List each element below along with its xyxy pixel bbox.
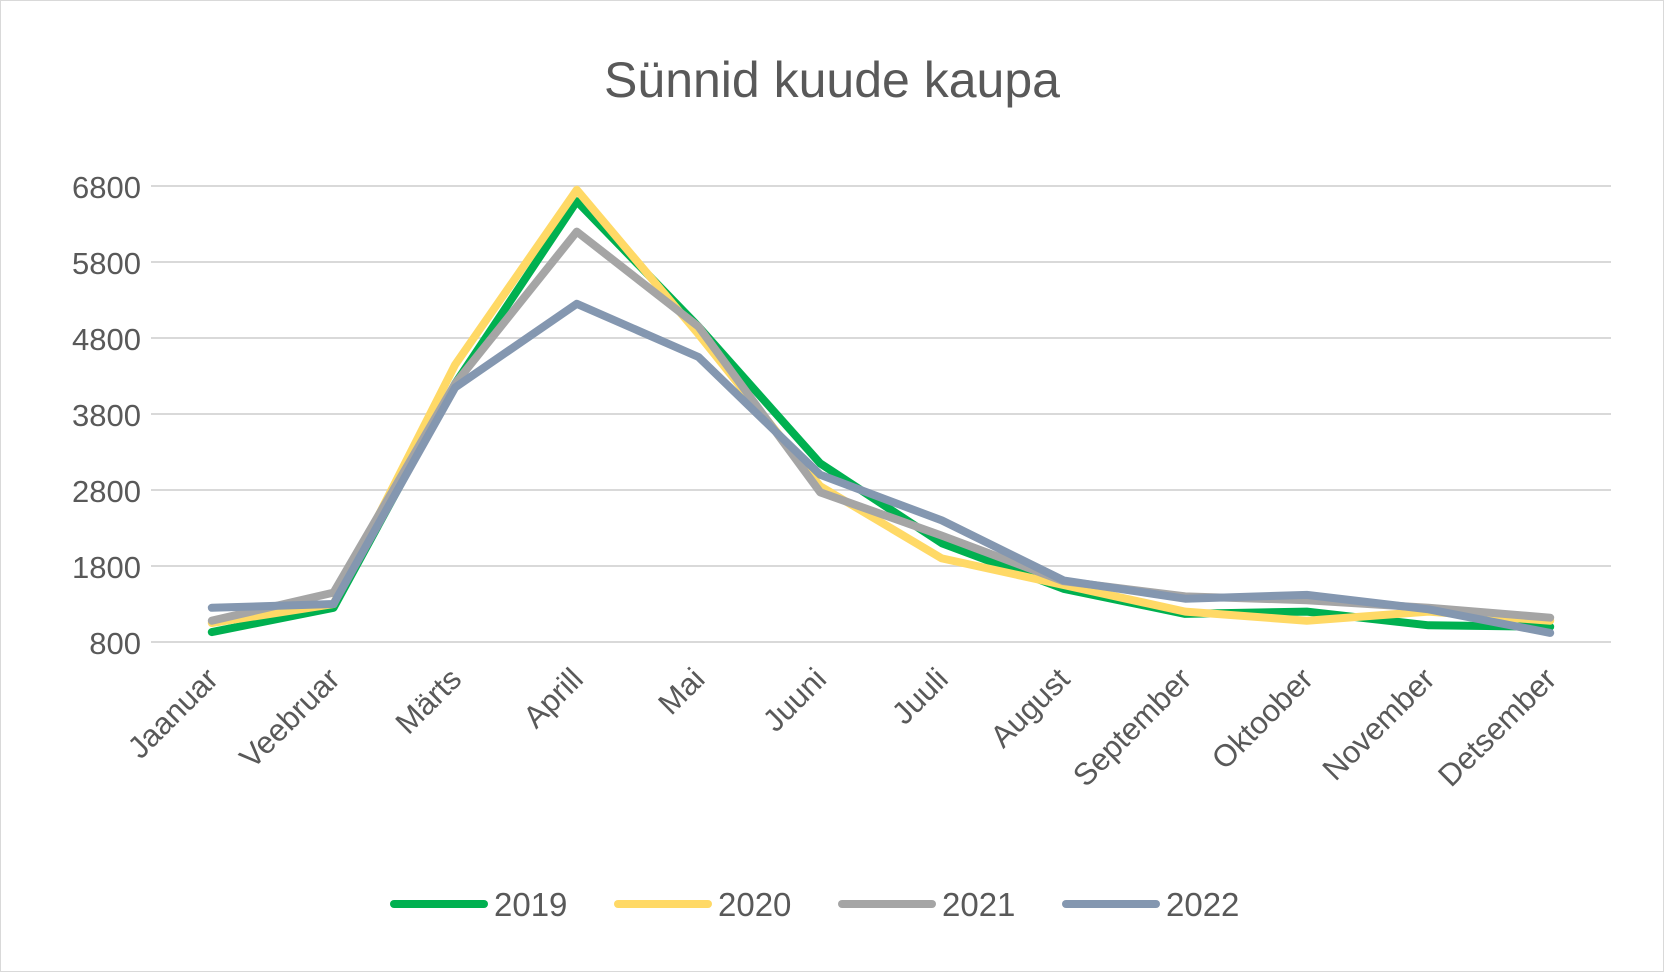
legend: 2019 2020 2021 2022 [390,886,1239,923]
x-tick-label: Oktoober [1205,661,1320,776]
y-tick-label: 4800 [72,322,141,357]
y-tick-label: 3800 [72,398,141,433]
legend-label: 2022 [1166,886,1239,923]
x-tick-label: Detsember [1431,661,1563,793]
x-tick-label: Märts [389,661,469,741]
series-lines [207,185,1555,637]
x-tick-label: Mai [651,661,711,721]
x-axis: Jaanuar Veebruar Märts Aprill Mai Juuni Juuli A… [121,661,1563,793]
x-tick-label: November [1316,661,1442,787]
legend-label: 2019 [494,886,567,923]
y-tick-label: 800 [89,626,141,661]
y-tick-label: 2800 [72,474,141,509]
y-tick-label: 1800 [72,550,141,585]
legend-label: 2020 [718,886,791,923]
gridlines [151,185,1611,643]
y-axis: 800 1800 2800 3800 4800 5800 6800 [72,170,141,661]
series-line-2019 [207,197,1555,637]
x-tick-label: Juuni [756,661,833,738]
x-tick-label: Jaanuar [121,661,225,765]
y-tick-label: 5800 [72,246,141,281]
chart-title: Sünnid kuude kaupa [604,52,1060,108]
x-tick-label: Veebruar [233,661,347,775]
legend-label: 2021 [942,886,1015,923]
x-tick-label: Aprill [516,661,589,734]
series-line-2021 [207,227,1555,625]
x-tick-label: August [983,661,1076,754]
x-tick-label: September [1066,661,1198,793]
x-tick-label: Juuli [885,661,955,731]
series-line-2020 [207,185,1555,627]
series-line-2022 [207,299,1555,637]
y-tick-label: 6800 [72,170,141,205]
